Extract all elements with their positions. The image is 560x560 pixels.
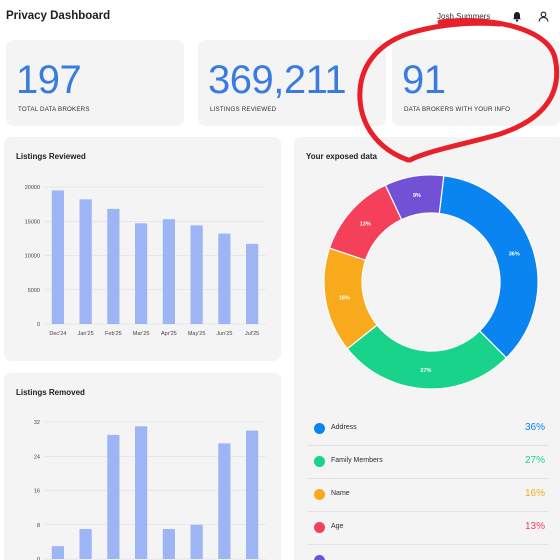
legend-item-name: Name 16% xyxy=(308,479,548,512)
legend-item-address: Address 36% xyxy=(308,413,548,446)
legend-color-dot xyxy=(314,456,325,467)
user-icon[interactable] xyxy=(538,11,549,22)
legend-item-other xyxy=(308,545,548,560)
stat-card-total-brokers: 197 TOTAL DATA BROKERS xyxy=(6,40,184,126)
x-tick-label: Feb'25 xyxy=(105,331,122,337)
bar xyxy=(79,529,92,559)
slice-label: 36% xyxy=(509,251,520,257)
legend-color-dot xyxy=(314,522,325,533)
stat-value: 91 xyxy=(402,58,446,102)
stat-card-listings-reviewed: 369,211 LISTINGS REVIEWED xyxy=(198,40,386,126)
listings-reviewed-card: Listings Reviewed 0 5000 10000 15000 20000 De… xyxy=(4,137,281,361)
exposed-data-donut-chart: 36% 27% 16% 13% 9% xyxy=(323,174,539,390)
y-tick-label: 20000 xyxy=(25,185,40,191)
bar xyxy=(218,443,231,559)
bar xyxy=(162,219,175,324)
x-tick-label: Jul'25 xyxy=(245,331,259,337)
top-bar: Privacy Dashboard Josh Summers xyxy=(0,0,560,36)
x-tick-label: Apr'25 xyxy=(161,331,177,337)
y-tick-label: 0 xyxy=(37,557,40,560)
listings-removed-card: Listings Removed 0 8 16 24 32 xyxy=(4,373,281,560)
donut-slice xyxy=(384,174,445,221)
legend-value: 36% xyxy=(524,422,545,433)
card-title: Your exposed data xyxy=(306,152,377,161)
slice-label: 16% xyxy=(339,295,350,301)
bar xyxy=(190,225,203,324)
legend-value: 27% xyxy=(524,455,545,466)
slice-label: 13% xyxy=(360,222,371,228)
y-tick-label: 8 xyxy=(37,523,40,529)
y-tick-label: 5000 xyxy=(28,288,40,294)
user-name[interactable]: Josh Summers xyxy=(437,12,491,21)
card-title: Listings Removed xyxy=(16,388,85,397)
x-tick-label: Jun'25 xyxy=(216,331,232,337)
legend-color-dot xyxy=(314,423,325,434)
bar xyxy=(190,524,203,559)
x-tick-label: Jan'25 xyxy=(78,331,94,337)
bar xyxy=(107,208,120,324)
bell-icon[interactable] xyxy=(512,11,522,22)
bar xyxy=(162,529,175,559)
bar xyxy=(135,426,148,559)
legend-color-dot xyxy=(314,555,325,560)
stat-value: 197 xyxy=(16,58,82,102)
x-tick-label: May'25 xyxy=(188,331,206,337)
bar xyxy=(218,233,231,324)
stat-label: DATA BROKERS WITH YOUR INFO xyxy=(404,106,511,113)
legend-value: 13% xyxy=(524,521,545,532)
donut-slice xyxy=(438,175,539,359)
x-tick-label: Mar'25 xyxy=(133,331,150,337)
y-tick-label: 15000 xyxy=(25,219,40,225)
donut-slice xyxy=(346,324,508,390)
exposed-data-card: Your exposed data 36% 27% 16% 13% 9% Address… xyxy=(294,137,560,560)
app-title: Privacy Dashboard xyxy=(6,10,111,22)
legend-item-age: Age 13% xyxy=(308,512,548,545)
y-tick-label: 16 xyxy=(34,489,40,495)
slice-label: 9% xyxy=(413,193,421,199)
legend-value: 16% xyxy=(524,488,545,499)
slice-label: 27% xyxy=(420,368,431,374)
y-tick-label: 0 xyxy=(37,322,40,328)
legend-label: Address xyxy=(331,424,357,431)
legend-color-dot xyxy=(314,489,325,500)
bar xyxy=(51,546,64,559)
y-tick-label: 10000 xyxy=(25,254,40,260)
legend-label: Family Members xyxy=(331,457,383,464)
card-title: Listings Reviewed xyxy=(16,152,86,161)
bar xyxy=(107,434,120,559)
stat-card-brokers-with-info: 91 DATA BROKERS WITH YOUR INFO xyxy=(392,40,560,126)
y-tick-label: 24 xyxy=(34,454,40,460)
legend-label: Age xyxy=(331,523,344,530)
listings-removed-chart: 0 8 16 24 32 xyxy=(34,420,266,560)
legend-label: Name xyxy=(331,490,350,497)
listings-reviewed-chart: 0 5000 10000 15000 20000 Dec'24 Jan'25 Feb'25 Ma… xyxy=(25,185,266,337)
x-tick-label: Dec'24 xyxy=(49,331,66,337)
stat-label: TOTAL DATA BROKERS xyxy=(18,106,90,113)
bar xyxy=(135,223,148,324)
bar xyxy=(51,190,64,324)
bar xyxy=(246,243,259,324)
stat-label: LISTINGS REVIEWED xyxy=(210,106,277,113)
y-tick-label: 32 xyxy=(34,420,40,426)
legend-item-family-members: Family Members 27% xyxy=(308,446,548,479)
bar xyxy=(79,199,92,324)
stat-value: 369,211 xyxy=(208,58,347,102)
bar xyxy=(246,430,259,559)
